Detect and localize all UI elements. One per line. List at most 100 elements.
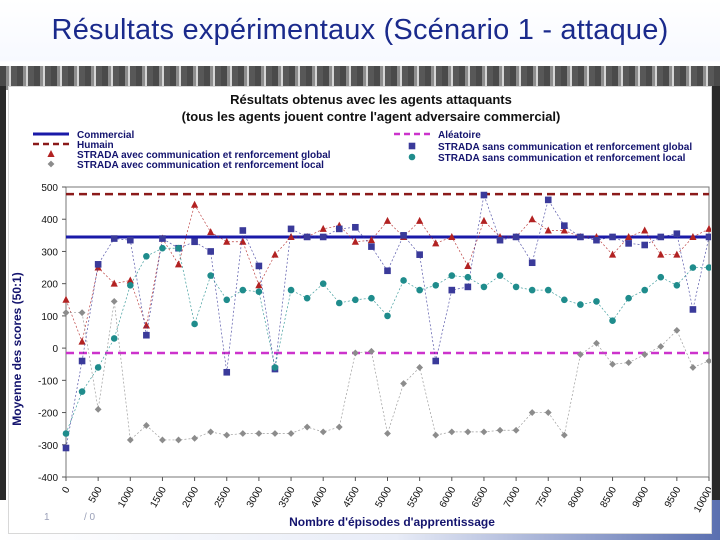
data-point-nocom_global — [625, 240, 632, 247]
data-point-com_local — [464, 428, 472, 436]
chart-title: Résultats obtenus avec les agents attaqu… — [230, 92, 512, 107]
data-point-nocom_local — [223, 296, 231, 304]
data-point-com_local — [223, 431, 231, 439]
data-point-com_global — [207, 228, 215, 236]
legend-swatch-nocom_local — [408, 153, 416, 161]
data-point-com_global — [544, 226, 552, 234]
x-tick-label: 500 — [87, 485, 105, 505]
data-point-nocom_local — [127, 281, 134, 289]
data-point-nocom_local — [416, 286, 423, 294]
data-point-nocom_global — [255, 262, 263, 270]
data-point-nocom_local — [577, 301, 584, 308]
x-tick-label: 9000 — [631, 485, 652, 510]
data-point-com_local — [335, 423, 343, 431]
data-point-com_local — [287, 430, 295, 437]
data-point-nocom_local — [512, 283, 520, 291]
data-point-com_global — [78, 337, 86, 345]
data-point-nocom_local — [528, 286, 536, 294]
y-tick-label: -400 — [38, 473, 58, 484]
legend-label-aleatoire: Aléatoire — [438, 130, 481, 141]
data-point-com_global — [319, 224, 327, 232]
data-point-com_local — [432, 431, 440, 439]
x-tick-label: 8000 — [566, 485, 587, 510]
data-point-com_global — [448, 232, 456, 240]
data-point-nocom_global — [110, 235, 118, 242]
legend-swatch-com_global — [47, 150, 55, 157]
x-tick-label: 8500 — [598, 485, 619, 510]
chart-panel: Résultats obtenus avec les agents attaqu… — [8, 86, 712, 534]
data-point-com_local — [126, 436, 134, 444]
data-point-nocom_local — [657, 273, 665, 281]
data-point-nocom_local — [335, 299, 343, 307]
data-point-nocom_local — [255, 288, 263, 296]
data-point-nocom_global — [352, 223, 359, 231]
data-point-nocom_local — [480, 283, 488, 291]
data-point-com_local — [142, 422, 150, 429]
data-point-com_global — [287, 232, 295, 240]
x-tick-label: 2500 — [213, 485, 234, 510]
data-point-com_global — [673, 250, 681, 258]
data-point-nocom_local — [191, 320, 198, 328]
legend-label-nocom_local: STRADA sans communication et renforcemen… — [438, 153, 686, 164]
data-point-nocom_global — [400, 232, 407, 239]
data-point-nocom_local — [464, 273, 472, 281]
data-point-nocom_global — [319, 233, 327, 241]
data-point-nocom_local — [143, 252, 150, 260]
series-trace-nocom_local — [65, 247, 709, 434]
data-point-com_local — [175, 436, 182, 444]
data-point-nocom_global — [78, 357, 86, 365]
data-point-com_local — [448, 428, 456, 436]
data-point-com_local — [319, 428, 327, 436]
data-point-nocom_global — [464, 283, 472, 291]
data-point-com_global — [367, 236, 376, 244]
data-point-com_local — [255, 430, 263, 437]
x-tick-label: 6500 — [470, 485, 491, 510]
x-tick-label: 7500 — [534, 485, 555, 510]
y-axis-title: Moyenne des scores (50:1) — [10, 272, 24, 425]
data-point-nocom_global — [577, 233, 584, 241]
data-point-nocom_global — [496, 236, 504, 244]
data-point-com_local — [496, 426, 504, 434]
data-point-nocom_global — [432, 357, 440, 365]
data-point-nocom_global — [528, 259, 536, 267]
data-point-nocom_local — [448, 272, 456, 279]
x-tick-label: 2000 — [181, 485, 202, 510]
data-point-nocom_local — [78, 388, 86, 395]
data-point-nocom_global — [94, 261, 102, 268]
data-point-nocom_local — [432, 281, 440, 289]
data-point-nocom_local — [159, 244, 166, 252]
data-point-com_global — [110, 279, 118, 287]
data-point-nocom_global — [448, 286, 456, 294]
data-point-com_local — [303, 423, 311, 431]
y-tick-label: -200 — [38, 409, 58, 420]
data-point-com_local — [94, 405, 102, 413]
x-tick-label: 5500 — [406, 485, 427, 510]
data-point-nocom_local — [625, 294, 632, 302]
data-point-com_global — [62, 295, 70, 303]
series-trace-com_global — [65, 203, 710, 343]
data-point-nocom_global — [673, 230, 681, 238]
y-tick-label: 100 — [41, 312, 58, 323]
data-point-nocom_local — [62, 430, 70, 437]
data-point-com_global — [657, 250, 665, 258]
data-point-com_global — [641, 226, 649, 234]
data-point-nocom_global — [689, 306, 697, 313]
x-tick-label: 4500 — [341, 485, 362, 510]
data-point-nocom_global — [641, 241, 648, 249]
data-point-nocom_local — [303, 294, 311, 302]
data-point-nocom_global — [657, 233, 665, 241]
data-point-com_global — [126, 276, 134, 284]
data-point-nocom_global — [159, 235, 166, 242]
data-point-nocom_local — [287, 286, 295, 294]
data-point-nocom_local — [94, 364, 102, 371]
data-point-nocom_local — [705, 264, 711, 271]
data-point-nocom_local — [609, 317, 616, 325]
x-tick-label: 7000 — [502, 485, 523, 510]
data-point-nocom_global — [705, 233, 711, 241]
data-point-com_local — [673, 326, 681, 334]
y-tick-label: -300 — [38, 441, 58, 452]
data-point-com_local — [191, 434, 198, 442]
data-point-nocom_local — [593, 298, 600, 305]
